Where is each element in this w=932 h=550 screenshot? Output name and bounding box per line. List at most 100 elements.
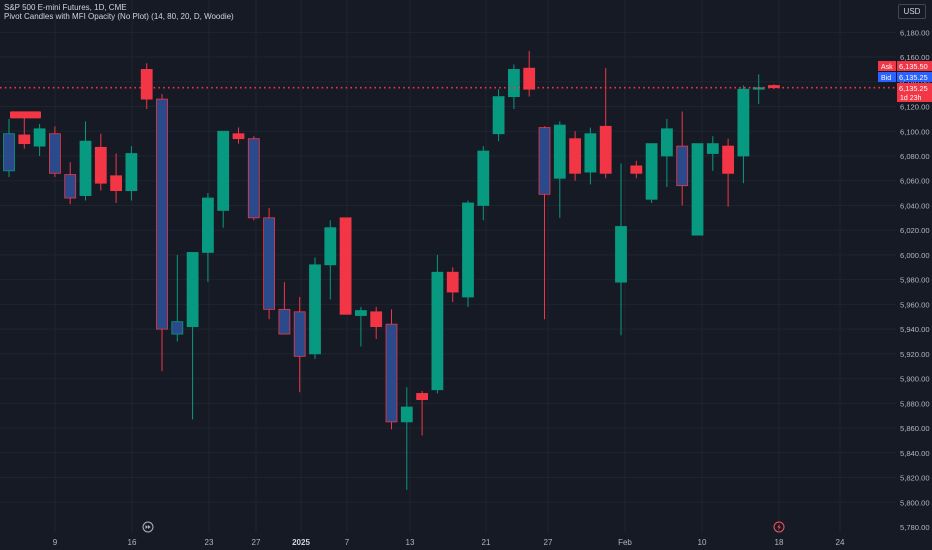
candle[interactable] — [737, 88, 750, 157]
bar-countdown: 1d 23h — [900, 95, 922, 102]
candle[interactable] — [385, 323, 398, 423]
candle[interactable] — [171, 321, 184, 335]
candle[interactable] — [706, 143, 719, 154]
time-axis-label: Feb — [618, 538, 632, 547]
candle[interactable] — [232, 133, 245, 140]
candle[interactable] — [18, 134, 31, 145]
candle[interactable] — [584, 133, 597, 173]
candle[interactable] — [186, 252, 199, 328]
time-axis-label: 9 — [53, 538, 58, 547]
candle[interactable] — [324, 227, 337, 266]
price-axis-label: 6,140.00 — [900, 78, 930, 87]
candle[interactable] — [278, 308, 291, 335]
bid-value-box — [897, 72, 932, 82]
candle[interactable] — [416, 393, 429, 401]
currency-button[interactable]: USD — [898, 4, 926, 19]
time-axis-label: 10 — [698, 538, 707, 547]
ask-label: Ask — [881, 64, 893, 71]
price-axis-label: 5,960.00 — [900, 300, 930, 309]
price-axis-label: 6,060.00 — [900, 177, 930, 186]
chart-legend: S&P 500 E-mini Futures, 1D, CME Pivot Ca… — [4, 3, 234, 21]
candle[interactable] — [370, 311, 383, 328]
candle[interactable] — [691, 143, 704, 236]
last-price-box — [897, 83, 932, 102]
lightning-icon[interactable] — [773, 521, 785, 533]
fast-forward-icon[interactable] — [142, 521, 154, 533]
candle[interactable] — [446, 271, 459, 293]
candle[interactable] — [263, 217, 276, 310]
candle[interactable] — [477, 150, 490, 206]
time-axis-label: 23 — [205, 538, 214, 547]
candle[interactable] — [462, 202, 474, 298]
candle[interactable] — [538, 127, 551, 195]
price-axis-label: 6,020.00 — [900, 226, 930, 235]
price-axis-label: 5,860.00 — [900, 424, 930, 433]
price-axis-label: 5,780.00 — [900, 523, 930, 532]
price-axis-label: 5,940.00 — [900, 325, 930, 334]
price-axis-label: 6,180.00 — [900, 28, 930, 37]
candle[interactable] — [293, 311, 306, 357]
candle[interactable] — [309, 264, 321, 355]
candle[interactable] — [140, 69, 153, 100]
candle[interactable] — [156, 98, 168, 330]
time-axis-label: 24 — [836, 538, 845, 547]
candle[interactable] — [33, 128, 46, 147]
candle[interactable] — [354, 310, 367, 316]
candle[interactable] — [722, 145, 734, 174]
price-axis-label: 6,160.00 — [900, 53, 930, 62]
time-axis-label: 27 — [544, 538, 553, 547]
price-axis-label: 5,880.00 — [900, 399, 930, 408]
candle[interactable] — [645, 143, 658, 200]
price-axis-label: 6,080.00 — [900, 152, 930, 161]
candle[interactable] — [400, 406, 413, 423]
ask-value-box — [897, 61, 932, 71]
candle[interactable] — [49, 133, 61, 174]
time-axis-label: 16 — [128, 538, 137, 547]
candle[interactable] — [247, 138, 260, 219]
price-axis-label: 6,120.00 — [900, 103, 930, 112]
candle[interactable] — [492, 96, 505, 135]
time-axis-label: 18 — [775, 538, 784, 547]
price-axis-label: 5,800.00 — [900, 498, 930, 507]
price-axis-label: 6,100.00 — [900, 127, 930, 136]
candle[interactable] — [64, 174, 77, 199]
candle[interactable] — [217, 130, 230, 211]
candle[interactable] — [676, 145, 689, 187]
time-axis-label: 27 — [252, 538, 261, 547]
price-axis-label: 6,000.00 — [900, 251, 930, 260]
pivot-label — [10, 111, 41, 119]
candle[interactable] — [339, 217, 352, 315]
candle[interactable] — [94, 146, 107, 184]
time-axis-label: 2025 — [292, 538, 310, 547]
bid-label: Bid — [881, 75, 891, 82]
candle[interactable] — [431, 271, 444, 391]
candle[interactable] — [630, 165, 643, 174]
price-axis-label: 5,900.00 — [900, 375, 930, 384]
candle[interactable] — [201, 197, 214, 253]
ask-value: 6,135.50 — [899, 62, 928, 71]
price-axis-label: 6,040.00 — [900, 201, 930, 210]
ask-tag — [878, 61, 896, 71]
candle[interactable] — [599, 125, 612, 174]
price-axis-label: 5,820.00 — [900, 474, 930, 483]
symbol-title: S&P 500 E-mini Futures, 1D, CME — [4, 3, 127, 12]
price-axis-label: 5,840.00 — [900, 449, 930, 458]
candle[interactable] — [125, 153, 138, 192]
indicator-title[interactable]: Pivot Candles with MFI Opacity (No Plot)… — [4, 12, 234, 21]
candle[interactable] — [110, 175, 122, 192]
last-price-value: 6,135.25 — [899, 84, 928, 93]
bid-value: 6,135.25 — [899, 73, 928, 82]
candle[interactable] — [523, 67, 536, 90]
candle[interactable] — [79, 140, 92, 196]
candle[interactable] — [615, 226, 627, 283]
time-axis-label: 21 — [482, 538, 491, 547]
candle[interactable] — [507, 69, 520, 98]
price-axis-label: 5,980.00 — [900, 276, 930, 285]
bid-tag — [878, 72, 896, 82]
candle[interactable] — [3, 133, 15, 172]
time-axis-label: 13 — [406, 538, 415, 547]
candle[interactable] — [553, 124, 566, 179]
candle[interactable] — [661, 128, 673, 157]
candle[interactable] — [569, 138, 581, 174]
